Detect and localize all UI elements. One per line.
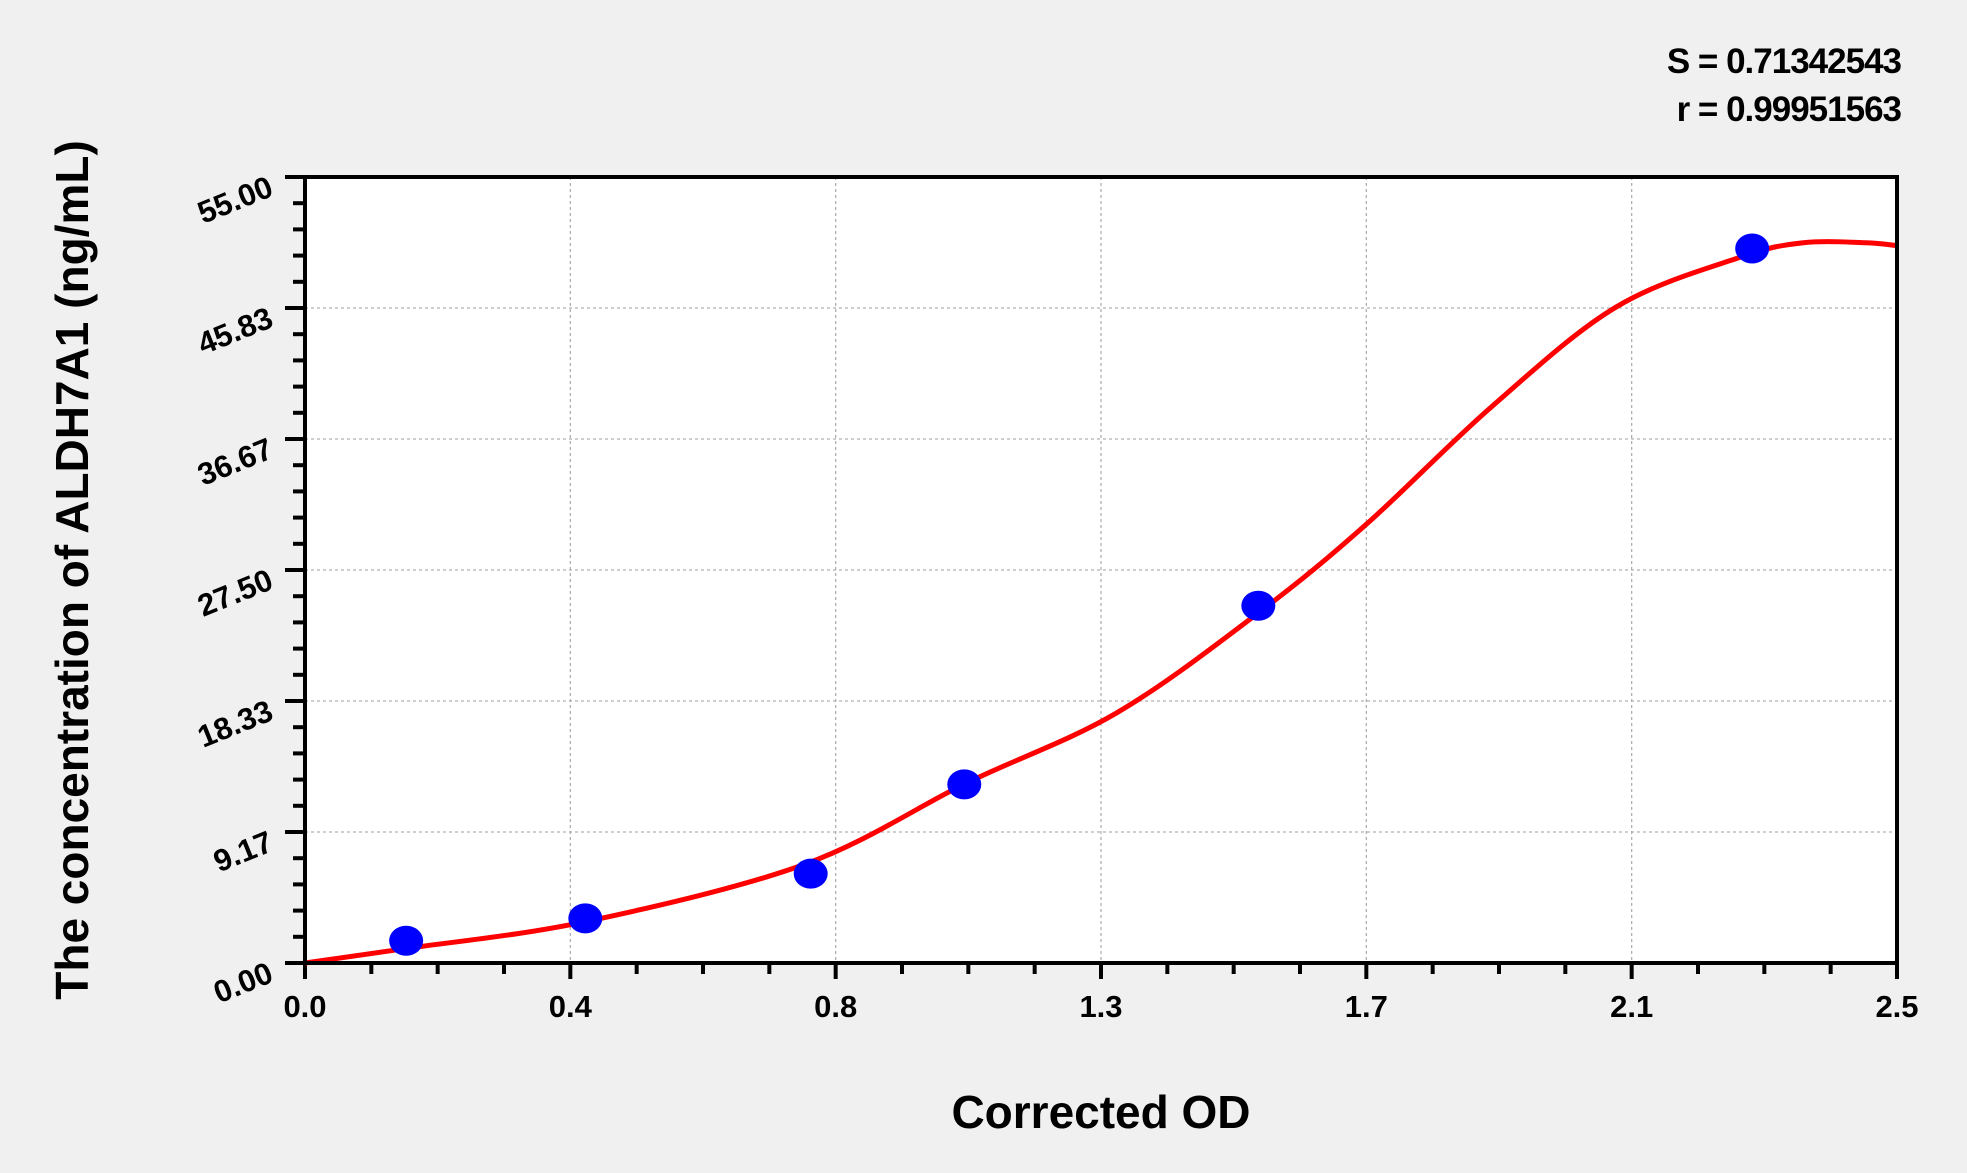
y-tick-label: 55.00 <box>193 169 278 231</box>
data-point <box>1241 590 1276 621</box>
x-tick-label: 1.7 <box>1345 989 1388 1024</box>
s-statistic: S = 0.71342543 <box>1666 42 1902 81</box>
y-tick-label: 18.33 <box>193 693 278 755</box>
x-axis-label: Corrected OD <box>951 1086 1250 1138</box>
y-axis-label: The concentration of ALDH7A1 (ng/mL) <box>46 140 98 1000</box>
plot-frame <box>303 175 1899 965</box>
x-tick-label: 2.1 <box>1610 989 1653 1024</box>
y-tick-label: 36.67 <box>193 431 278 493</box>
data-point <box>389 925 424 956</box>
data-point <box>793 858 828 889</box>
y-tick-label: 9.17 <box>209 824 278 879</box>
data-point <box>947 769 982 800</box>
x-tick-label: 2.5 <box>1875 989 1918 1024</box>
data-point <box>568 903 603 934</box>
r-statistic: r = 0.99951563 <box>1676 90 1902 129</box>
y-tick-label: 45.83 <box>193 300 278 362</box>
x-tick-label: 0.0 <box>283 989 326 1024</box>
data-point <box>1735 233 1770 264</box>
y-tick-label: 27.50 <box>193 562 278 624</box>
x-tick-label: 0.8 <box>814 989 857 1024</box>
x-tick-label: 0.4 <box>549 989 593 1024</box>
x-tick-label: 1.3 <box>1079 989 1122 1024</box>
y-tick-label: 0.00 <box>209 955 278 1010</box>
